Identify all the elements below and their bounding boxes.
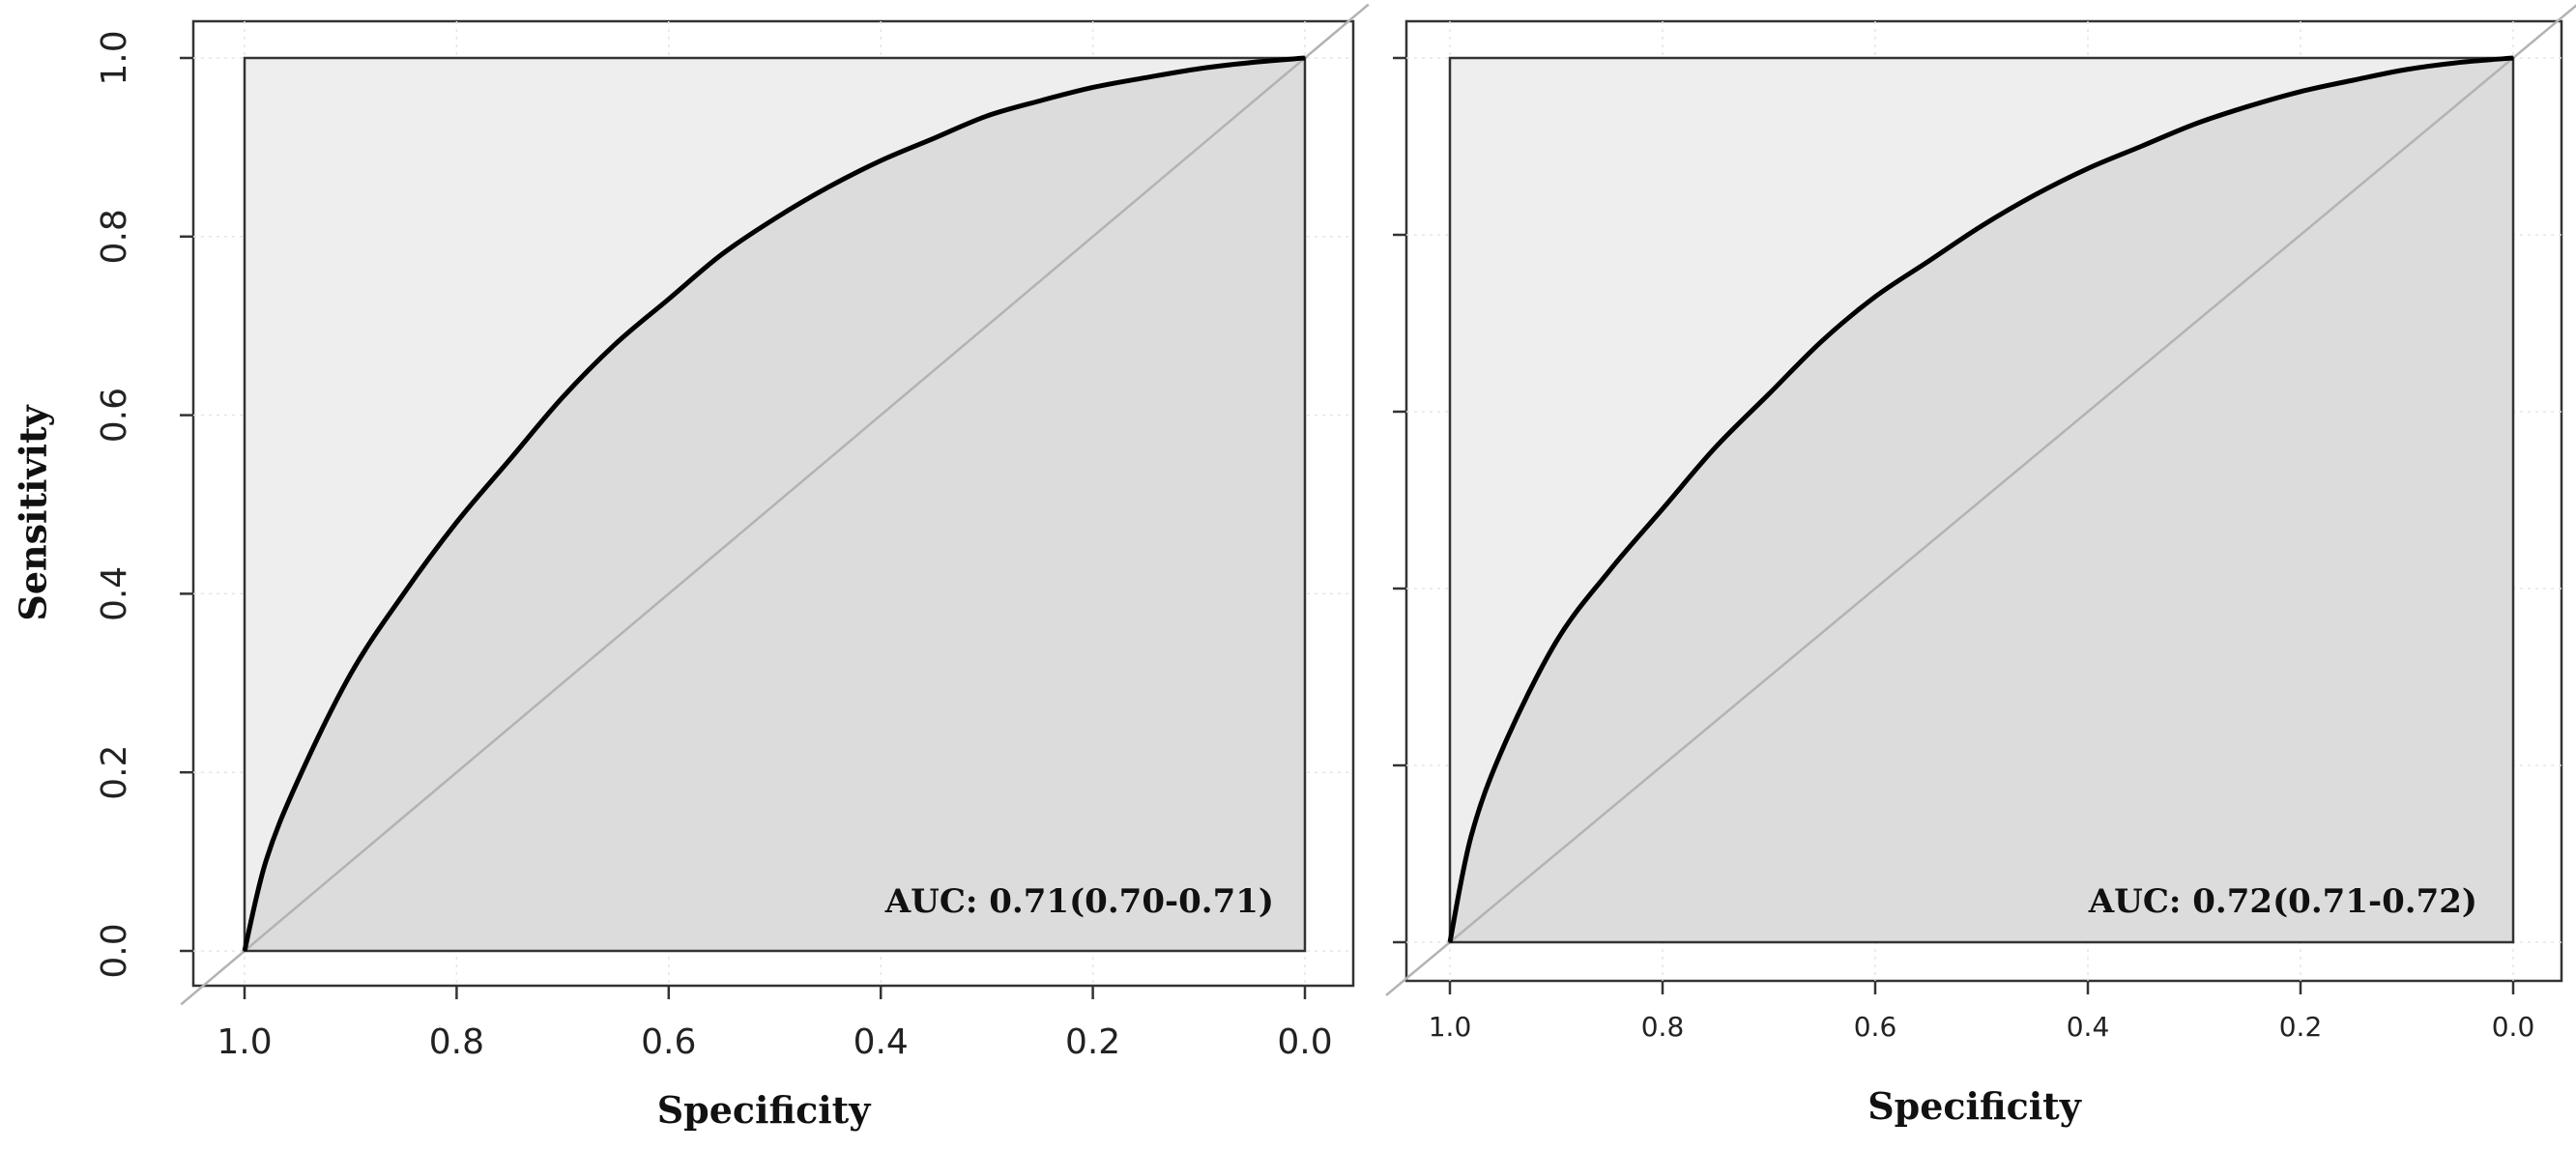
x-tick-label: 0.2 [1065, 1022, 1120, 1062]
diagonal-line [180, 3, 1370, 1006]
roc-panel-left: 1.0 0.8 0.6 0.4 0.2 0.0 0.0 0.2 0.4 0.6 0.8 1.0 Spec… [12, 3, 1370, 1132]
x-axis-title: Specificity [657, 1088, 872, 1132]
y-tick-label: 0.2 [95, 745, 134, 800]
x-tick-label: 0.8 [1641, 1011, 1685, 1043]
auc-annotation: AUC: 0.72(0.71-0.72) [2088, 882, 2477, 921]
y-axis-title: Sensitivity [12, 404, 55, 620]
panel-frame [243, 56, 1307, 953]
x-tick-label: 0.0 [2492, 1011, 2535, 1043]
x-tick-label: 0.4 [2067, 1011, 2110, 1043]
x-tick-label: 0.2 [2279, 1011, 2323, 1043]
roc-curve [242, 55, 1306, 952]
x-axis-title: Specificity [1867, 1084, 2082, 1128]
x-tick-label: 0.6 [641, 1022, 696, 1062]
y-tick-label: 0.0 [95, 923, 134, 978]
x-tick-label: 0.6 [1854, 1011, 1897, 1043]
y-tick-label: 1.0 [95, 30, 134, 85]
x-tick-label: 0.4 [854, 1022, 909, 1062]
x-tick-label: 0.0 [1277, 1022, 1332, 1062]
x-tick-label: 1.0 [217, 1022, 272, 1062]
x-tick-label: 0.8 [429, 1022, 484, 1062]
y-tick-label: 0.4 [95, 566, 134, 621]
diagonal-line [1385, 4, 2576, 996]
roc-curve [1447, 55, 2514, 943]
y-tick-label: 0.6 [95, 388, 134, 443]
y-tick-label: 0.8 [95, 209, 134, 264]
x-tick-label: 1.0 [1429, 1011, 1472, 1043]
auc-annotation: AUC: 0.71(0.70-0.71) [884, 882, 1274, 921]
roc-panel-right: 1.0 0.8 0.6 0.4 0.2 0.0 Specificity AUC: 0.72(0… [1385, 4, 2576, 1128]
panel-frame [1448, 56, 2515, 944]
